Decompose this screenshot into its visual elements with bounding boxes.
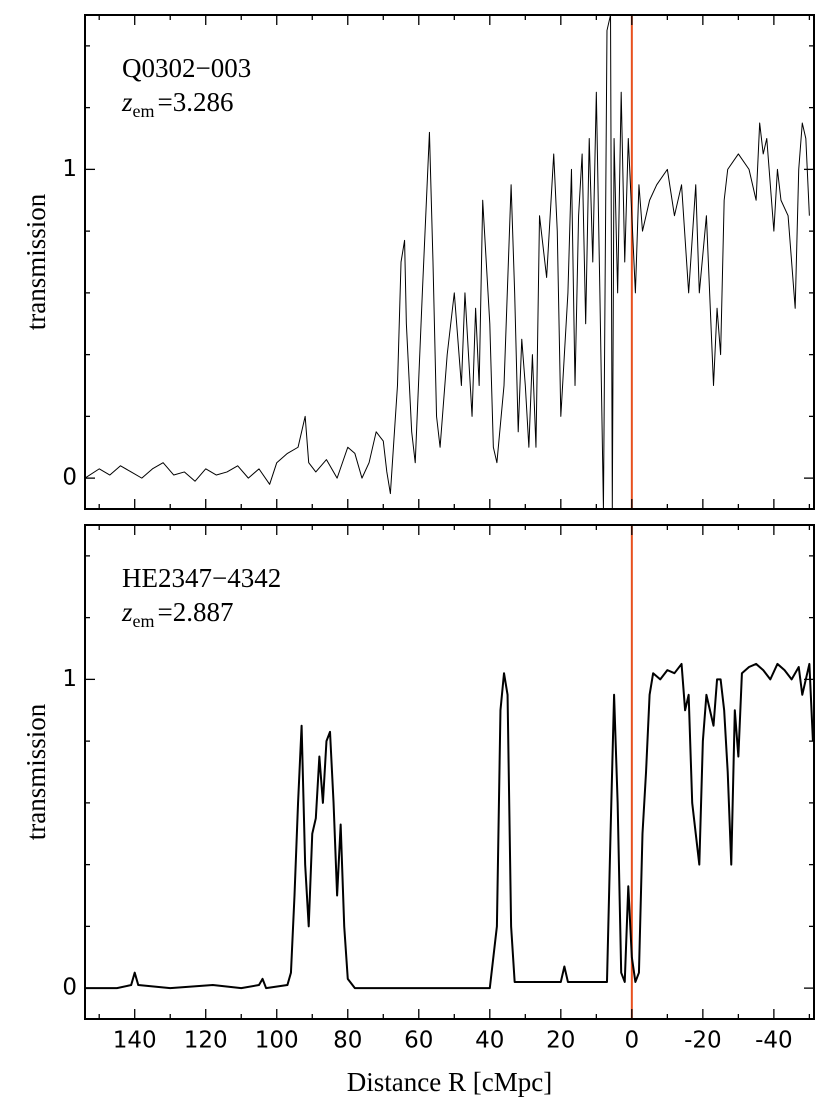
frame [84,14,815,510]
subscript: em [133,611,155,631]
panel: 0 1 transmission Q0302−003 zem =3.286 [21,14,815,510]
redshift-value: =3.286 [158,87,234,117]
y-axis-label: transmission [21,703,51,840]
redshift-value: =2.887 [158,597,234,627]
x-tick-label: -20 [684,1028,722,1054]
y-tick-label: 0 [62,975,77,1001]
y-axis-label: transmission [21,193,51,330]
x-tick-label: 100 [255,1028,299,1054]
x-tick-label: 20 [546,1028,575,1054]
x-axis-label: Distance R [cMpc] [347,1067,552,1097]
redshift-label: zem =3.286 [121,87,234,121]
data-line [85,15,810,509]
symbol: z [121,87,133,117]
redshift-label: zem =2.887 [121,597,234,631]
x-tick-label: 80 [333,1028,362,1054]
subscript: em [133,101,155,121]
object-name: Q0302−003 [122,53,251,83]
panel: 140 120 100 80 60 40 20 0 -20 -40 0 1 transmission Di… [21,524,815,1097]
x-tick-label: 0 [625,1028,640,1054]
x-tick-label: 40 [475,1028,504,1054]
y-tick-label: 1 [62,666,77,692]
x-tick-label: 120 [184,1028,228,1054]
y-tick-label: 0 [62,465,77,491]
x-tick-label: 140 [113,1028,157,1054]
frame [84,524,815,1020]
symbol: z [121,597,133,627]
y-tick-label: 1 [62,156,77,182]
x-tick-label: -40 [755,1028,793,1054]
data-line [85,662,814,990]
object-name: HE2347−4342 [122,563,281,593]
x-tick-label: 60 [404,1028,433,1054]
